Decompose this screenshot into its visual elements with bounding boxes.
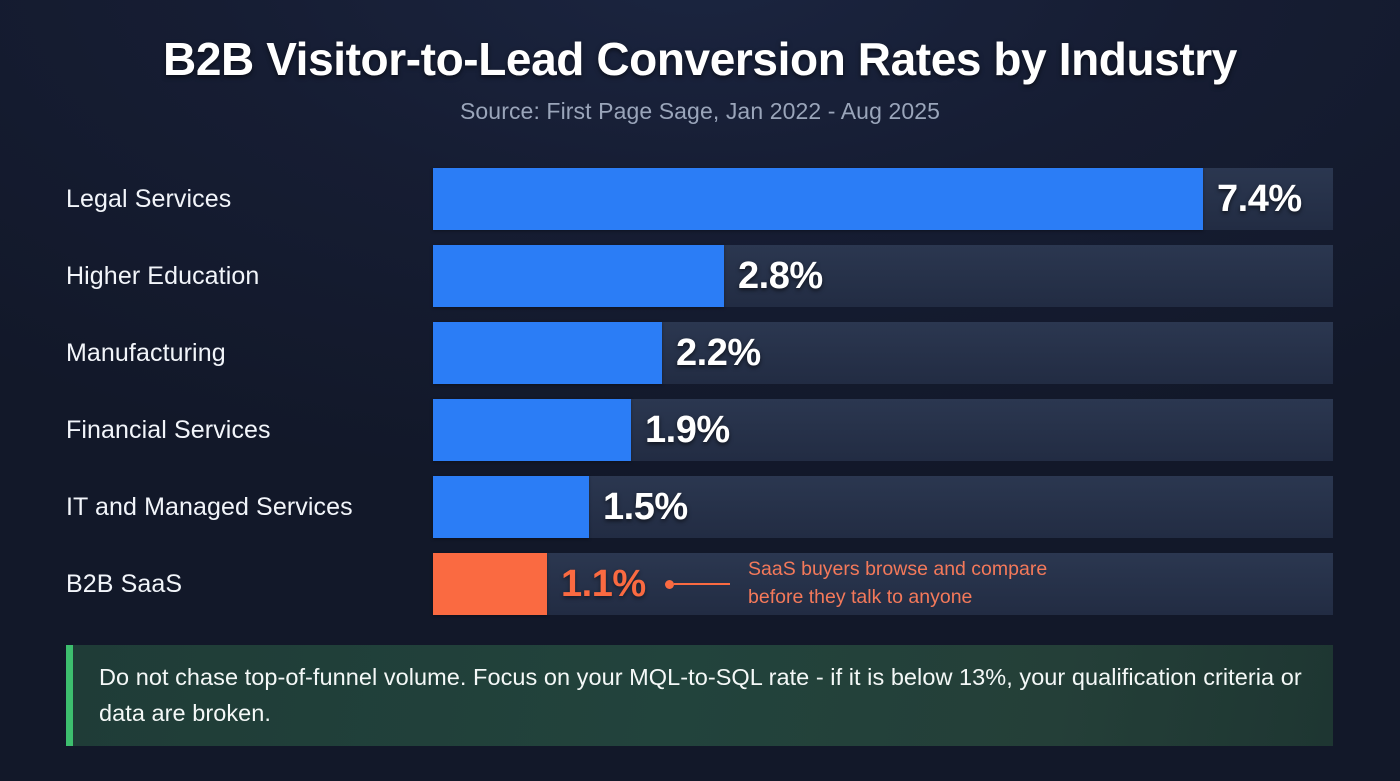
insight-callout: Do not chase top-of-funnel volume. Focus…	[66, 645, 1333, 746]
bar-track: 1.9%	[433, 399, 1333, 461]
bar-value-label: 2.8%	[738, 254, 823, 297]
bar-track: 2.2%	[433, 322, 1333, 384]
bar-row: B2B SaaS 1.1% SaaS buyers browse and compa…	[0, 553, 1400, 615]
annotation-text: SaaS buyers browse and compare before th…	[748, 558, 1048, 608]
bar-row: Manufacturing 2.2%	[0, 322, 1400, 384]
bar-2	[433, 245, 724, 307]
chart-header: B2B Visitor-to-Lead Conversion Rates by …	[0, 0, 1400, 125]
bar-value-label: 1.1%	[561, 562, 646, 605]
bar-category-label: Financial Services	[66, 415, 271, 444]
bar-chart-plot: Legal Services 7.4% Higher Education 2.8% Ma…	[0, 160, 1400, 630]
bar-value-label: 2.2%	[676, 331, 761, 374]
bar-4	[433, 399, 631, 461]
callout-text: Do not chase top-of-funnel volume. Focus…	[99, 664, 1302, 726]
annotation-leader-line	[674, 583, 730, 585]
bar-category-label: B2B SaaS	[66, 569, 183, 598]
bar-track: 1.1% SaaS buyers browse and compare befor…	[433, 553, 1333, 615]
chart-subtitle: Source: First Page Sage, Jan 2022 - Aug …	[459, 97, 941, 124]
bar-track: 7.4%	[433, 168, 1333, 230]
bar-track: 2.8%	[433, 245, 1333, 307]
bar-value-label: 1.5%	[603, 485, 688, 528]
annotation-dot-icon	[665, 579, 674, 589]
bar-row: IT and Managed Services 1.5%	[0, 476, 1400, 538]
bar-3	[433, 322, 662, 384]
page-title: B2B Visitor-to-Lead Conversion Rates by …	[163, 33, 1237, 85]
bar-1	[433, 168, 1203, 230]
bar-category-label: Manufacturing	[66, 338, 226, 367]
bar-row: Higher Education 2.8%	[0, 245, 1400, 307]
bar-category-label: Legal Services	[66, 184, 232, 213]
bar-category-label: IT and Managed Services	[66, 492, 353, 521]
bar-category-label: Higher Education	[66, 261, 260, 290]
bar-5	[433, 476, 589, 538]
bar-value-label: 1.9%	[645, 408, 730, 451]
bar-6	[433, 553, 547, 615]
bar-track: 1.5%	[433, 476, 1333, 538]
bar-track-fill	[433, 553, 1333, 615]
bar-row: Legal Services 7.4%	[0, 168, 1400, 230]
callout-accent-bar	[66, 645, 73, 746]
bar-value-label: 7.4%	[1217, 177, 1302, 220]
bar-row: Financial Services 1.9%	[0, 399, 1400, 461]
bar-annotation: SaaS buyers browse and compare before th…	[665, 553, 1047, 615]
